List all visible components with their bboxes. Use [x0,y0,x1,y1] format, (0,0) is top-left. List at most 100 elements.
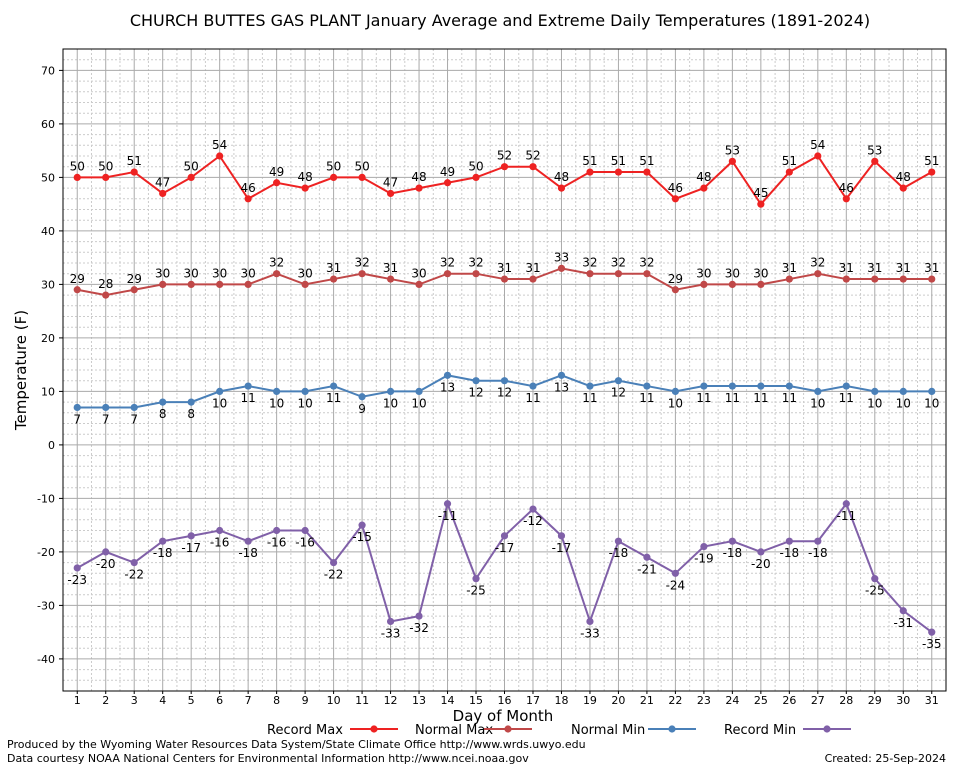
record-min-point [244,537,252,545]
normal-min-data-label: 10 [896,396,911,410]
normal-max-data-label: 31 [326,261,341,275]
record-max-point [899,184,907,192]
record-min-data-label: -25 [466,584,486,598]
record-min-data-label: -25 [865,584,885,598]
normal-min-point [187,398,195,406]
record-max-point [386,189,395,198]
normal-min-data-label: 10 [383,396,398,410]
x-tick-label: 6 [216,694,223,707]
record-max-data-label: 52 [525,149,540,163]
x-tick-label: 13 [412,694,426,707]
normal-max-data-label: 32 [582,256,597,270]
normal-max-point [329,275,338,283]
record-max-data-label: 50 [468,159,483,173]
record-min-point [386,617,395,626]
normal-min-point [928,387,936,395]
footer-data-courtesy: Data courtesy NOAA National Centers for … [7,752,529,765]
normal-max-point [785,275,793,283]
normal-min-data-label: 11 [753,391,768,405]
normal-min-point [614,377,623,385]
normal-max-point [244,280,252,288]
x-tick-label: 4 [159,694,166,707]
normal-min-data-label: 11 [582,391,597,405]
record-max-point [472,173,480,181]
y-tick-label: 20 [41,332,55,345]
record-max-data-label: 48 [297,170,312,184]
record-max-point [500,163,509,171]
data-labels: 50 50 51 47 50 54 46 49 48 50 50 47 48 49 50 52 52 48 51 51… [67,138,941,651]
record-min-point [415,612,423,620]
normal-max-data-label: 29 [127,272,142,286]
record-min-point [785,537,793,545]
normal-max-data-label: 29 [668,272,683,286]
record-min-data-label: -19 [694,552,714,566]
x-tick-label: 19 [583,694,597,707]
record-min-point [814,537,822,545]
normal-max-data-label: 32 [611,256,626,270]
record-min-point [671,569,680,577]
legend-label-record-max: Record Max [267,723,343,738]
normal-max-data-label: 32 [810,256,825,270]
record-max-data-label: 52 [497,149,512,163]
record-max-point [814,152,822,160]
record-max-point [643,168,651,176]
normal-min-point [358,393,366,401]
normal-min-data-label: 8 [159,407,167,421]
normal-min-point [842,382,850,390]
y-tick-label: 70 [41,64,55,77]
x-tick-label: 24 [725,694,739,707]
y-tick-label: -10 [37,492,55,505]
record-min-data-label: -17 [552,541,572,555]
normal-min-point [102,403,110,412]
normal-max-point [130,286,138,294]
grid-lines [63,48,946,692]
record-max-point [614,168,623,176]
record-min-point [301,526,309,535]
normal-min-point [443,371,452,379]
record-min-data-label: -16 [210,536,230,550]
normal-max-data-label: 32 [440,256,455,270]
normal-min-point [529,382,537,390]
record-max-point [928,168,936,176]
normal-min-data-label: 13 [440,380,455,394]
normal-min-point [899,387,907,395]
record-min-data-label: -22 [324,568,344,582]
normal-max-point [187,280,195,288]
y-tick-label: -30 [37,599,55,612]
normal-max-point [871,275,879,283]
normal-max-point [386,275,395,283]
record-max-point [273,179,281,187]
record-max-point [871,157,879,165]
x-tick-label: 10 [327,694,341,707]
normal-max-data-label: 30 [297,266,312,280]
normal-max-point [700,280,708,288]
normal-max-data-label: 30 [241,266,256,280]
record-min-data-label: -15 [352,530,372,544]
normal-max-point [358,270,366,278]
record-min-data-label: -20 [751,557,771,571]
record-min-data-label: -16 [267,536,287,550]
x-tick-label: 2 [102,694,109,707]
normal-max-data-label: 33 [554,250,569,264]
normal-max-point [928,275,936,283]
record-min-point [529,505,537,513]
normal-min-data-label: 11 [326,391,341,405]
record-max-point [130,168,138,176]
record-min-data-label: -17 [495,541,515,555]
series-layer [73,152,936,636]
normal-min-point [500,377,509,385]
normal-max-point [728,280,736,288]
record-min-data-label: -12 [523,514,543,528]
record-max-data-label: 51 [127,154,142,168]
normal-min-point [728,382,736,390]
normal-max-point [899,275,907,283]
record-min-data-label: -24 [666,578,686,592]
record-max-point [102,173,110,181]
x-tick-label: 7 [245,694,252,707]
record-min-data-label: -11 [438,509,458,523]
normal-min-point [785,382,793,390]
record-min-data-label: -11 [837,509,857,523]
normal-max-point [159,280,167,288]
normal-min-data-label: 10 [411,396,426,410]
